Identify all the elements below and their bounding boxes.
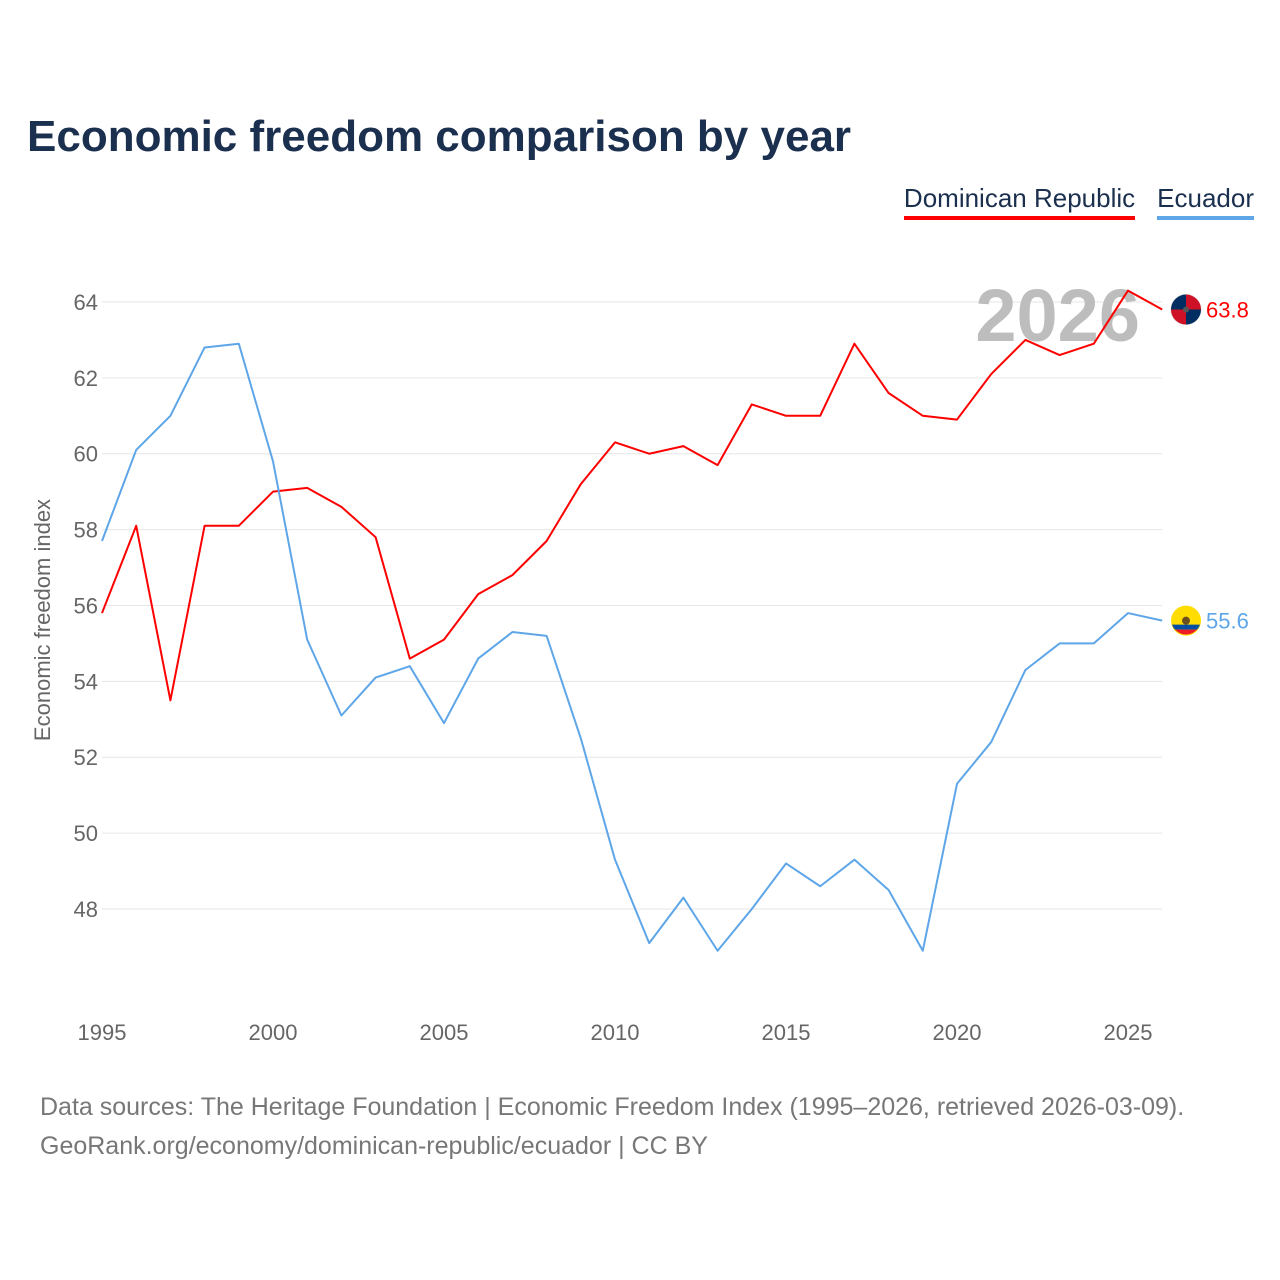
line-chart: 48 50 52 54 56 58 60 62 64 1995 2000 2005 2010 2015 20… <box>30 274 1249 1045</box>
year-watermark: 2026 <box>975 274 1140 357</box>
y-tick-label: 64 <box>74 290 98 315</box>
series-line-ecuador <box>101 342 1163 952</box>
x-tick-label: 2015 <box>762 1020 811 1045</box>
end-value-label: 63.8 <box>1206 298 1249 323</box>
x-tick-label: 2000 <box>249 1020 298 1045</box>
flag-stripe <box>1172 624 1200 630</box>
flag-emblem <box>1182 616 1190 625</box>
legend-dominican-republic[interactable]: Dominican Republic <box>903 183 1136 220</box>
x-tick-label: 2020 <box>933 1020 982 1045</box>
legend-ecuador[interactable]: Ecuador <box>1157 183 1254 220</box>
y-tick-label: 56 <box>74 593 98 618</box>
y-tick-label: 54 <box>74 669 98 694</box>
y-tick-label: 62 <box>74 366 98 391</box>
flag-quadrant <box>1171 294 1186 310</box>
chart-title: Economic freedom comparison by year <box>27 112 852 161</box>
y-tick-label: 58 <box>74 518 98 543</box>
source-line: Data sources: The Heritage Foundation | … <box>40 1093 1185 1121</box>
flag-quadrant <box>1171 309 1186 325</box>
x-tick-label: 2025 <box>1104 1020 1153 1045</box>
x-tick-label: 1995 <box>78 1020 127 1045</box>
flag-quadrant <box>1186 294 1201 310</box>
y-tick-label: 48 <box>74 897 98 922</box>
flag-quadrant <box>1186 309 1201 325</box>
legend: Dominican Republic Ecuador <box>903 183 1254 220</box>
y-axis-label: Economic freedom index <box>30 499 55 741</box>
x-tick-label: 2010 <box>591 1020 640 1045</box>
y-tick-label: 60 <box>74 442 98 467</box>
flag-stripe <box>1175 629 1197 635</box>
source-link[interactable]: GeoRank.org/economy/dominican-republic/e… <box>40 1132 708 1160</box>
x-tick-label: 2005 <box>420 1020 469 1045</box>
source-note: Data sources: The Heritage Foundation | … <box>40 1088 1184 1166</box>
end-value-label: 55.6 <box>1206 609 1249 634</box>
flag-emblem <box>1183 306 1189 313</box>
y-tick-label: 52 <box>74 745 98 770</box>
y-tick-label: 50 <box>74 821 98 846</box>
